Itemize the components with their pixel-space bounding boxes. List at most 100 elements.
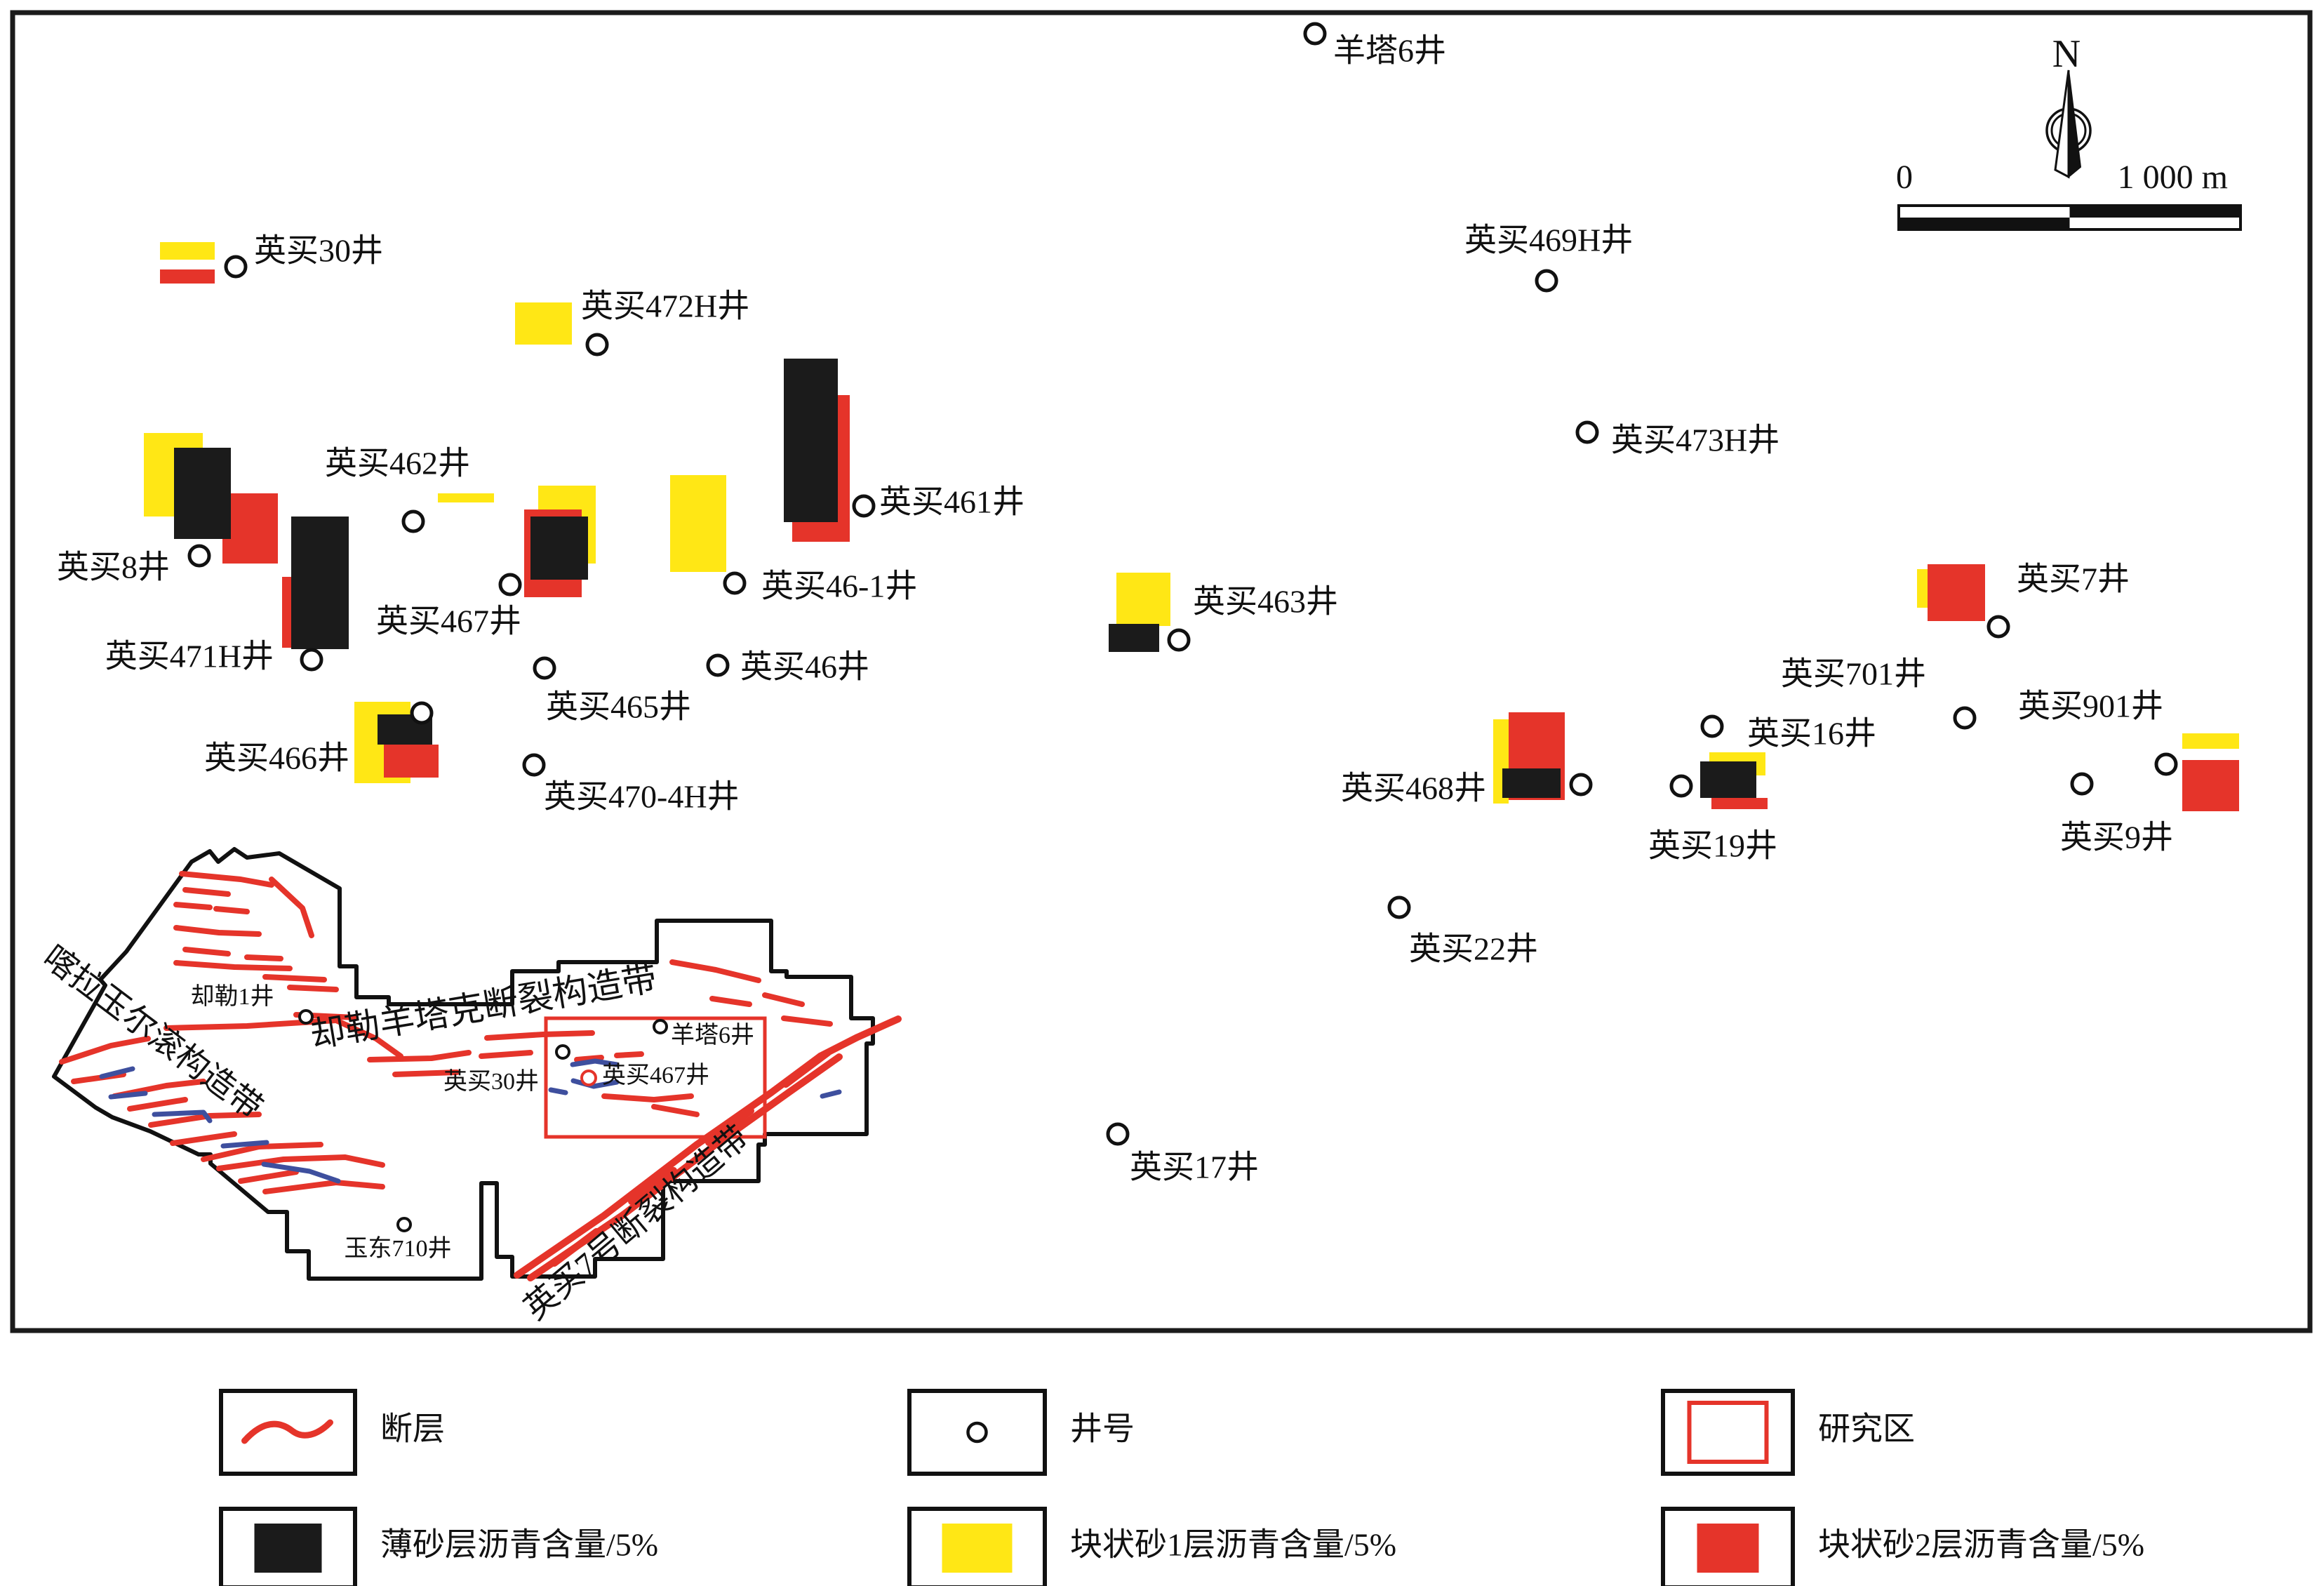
well-marker bbox=[653, 1019, 668, 1034]
fault-line bbox=[182, 947, 231, 957]
well-label: 英买471H井 bbox=[105, 639, 274, 674]
fault-symbol bbox=[241, 1419, 333, 1444]
well-marker bbox=[706, 653, 730, 677]
well: 英买16井 bbox=[1700, 714, 1876, 752]
well-label: 英买701井 bbox=[1781, 656, 1926, 692]
fault-line bbox=[762, 992, 805, 1007]
well: 英买9井 bbox=[2060, 772, 2173, 855]
well: 英买465井 bbox=[533, 656, 691, 725]
fault-line bbox=[182, 887, 231, 897]
well-label: 英买472H井 bbox=[581, 288, 749, 324]
scale-outline bbox=[1897, 204, 2242, 231]
legend-label: 井号 bbox=[1070, 1411, 1135, 1447]
bar-thin-sand bbox=[530, 517, 588, 580]
bar-massive-sand-2 bbox=[384, 745, 439, 778]
legend-label: 薄砂层沥青含量/5% bbox=[380, 1527, 658, 1563]
well: 英买463井 bbox=[1109, 573, 1338, 652]
bar-massive-sand-2 bbox=[1928, 564, 1985, 621]
secondary-fault-line bbox=[570, 1058, 620, 1067]
legend-item-thin-sand: 薄砂层沥青含量/5% bbox=[219, 1507, 658, 1586]
well-marker bbox=[401, 509, 425, 533]
legend-label: 断层 bbox=[380, 1411, 445, 1447]
well-label: 英买467井 bbox=[376, 604, 521, 639]
well-marker bbox=[580, 1069, 597, 1086]
bar-massive-sand-1 bbox=[2182, 733, 2239, 749]
secondary-fault-line bbox=[820, 1089, 842, 1099]
well-label: 英买46井 bbox=[740, 649, 869, 685]
inset-well-label: 却勒1井 bbox=[191, 983, 274, 1010]
legend-box bbox=[219, 1389, 357, 1476]
well-marker bbox=[1700, 714, 1724, 738]
well: 英买901井 bbox=[2018, 688, 2239, 811]
fault-line bbox=[709, 996, 752, 1007]
bar-thin-sand bbox=[291, 517, 349, 649]
bar-massive-sand-1 bbox=[438, 493, 494, 502]
well-label: 英买16井 bbox=[1747, 716, 1876, 752]
well-label: 英买462井 bbox=[325, 446, 470, 481]
bar-massive-sand-2 bbox=[1711, 798, 1768, 809]
fault-line bbox=[574, 1055, 604, 1062]
legend-item-well: 井号 bbox=[907, 1389, 1135, 1476]
legend-label: 研究区 bbox=[1818, 1411, 1915, 1447]
well-marker bbox=[1669, 774, 1693, 798]
scale-seg bbox=[2069, 218, 2240, 229]
well-marker bbox=[498, 573, 522, 597]
legend-item-massive-sand-1: 块状砂1层沥青含量/5% bbox=[907, 1507, 1396, 1586]
well: 英买461井 bbox=[784, 359, 1024, 542]
scale-seg bbox=[1899, 218, 2070, 229]
legend-item-massive-sand-2: 块状砂2层沥青含量/5% bbox=[1661, 1507, 2144, 1586]
fault-line bbox=[287, 985, 339, 992]
well: 英买17井 bbox=[1106, 1122, 1259, 1185]
thin-sand-symbol bbox=[254, 1524, 322, 1573]
fault-line bbox=[173, 960, 293, 971]
well-label: 英买468井 bbox=[1341, 771, 1486, 806]
fault-bundle-line bbox=[551, 1228, 600, 1267]
well-layer: 羊塔6井英买30井英买472H井英买462井英买8井英买471H井英买467井英… bbox=[57, 22, 2239, 1185]
well-marker bbox=[1953, 706, 1977, 730]
well-marker bbox=[585, 333, 609, 356]
well-marker bbox=[1167, 628, 1191, 652]
well: 英买701井 bbox=[1781, 656, 1977, 730]
fault-line bbox=[173, 902, 213, 910]
inset-well: 英买467井 bbox=[580, 1062, 709, 1088]
inset-well: 羊塔6井 bbox=[653, 1019, 754, 1048]
tectonic-zone-label: 英买7号断裂构造带 bbox=[518, 1119, 756, 1327]
fault-line bbox=[173, 925, 262, 937]
study-area-rect bbox=[544, 1016, 767, 1139]
massive-sand-1-symbol bbox=[942, 1524, 1013, 1573]
well-label: 英买7井 bbox=[2017, 561, 2130, 597]
well-marker bbox=[187, 544, 211, 568]
massive-sand-2-symbol bbox=[1697, 1524, 1759, 1573]
secondary-fault-line bbox=[220, 1140, 269, 1149]
bar-massive-sand-1 bbox=[515, 302, 572, 345]
north-arrow: N bbox=[2045, 32, 2092, 179]
well-marker bbox=[2070, 772, 2094, 796]
bar-thin-sand bbox=[1700, 761, 1756, 798]
well-marker bbox=[533, 656, 556, 680]
well-symbol bbox=[966, 1421, 988, 1444]
well-label: 英买465井 bbox=[546, 689, 691, 725]
scale-seg bbox=[2069, 206, 2240, 218]
well: 英买472H井 bbox=[515, 288, 749, 356]
fault-line bbox=[669, 959, 761, 983]
well-marker bbox=[852, 494, 876, 518]
fault-line bbox=[262, 1180, 385, 1194]
secondary-fault-line bbox=[548, 1087, 568, 1095]
bar-thin-sand bbox=[784, 359, 838, 522]
fault-line bbox=[59, 1036, 151, 1065]
well: 羊塔6井 bbox=[1303, 22, 1446, 69]
fault-line bbox=[127, 1097, 188, 1112]
fault-line bbox=[392, 1069, 460, 1077]
legend-label: 块状砂2层沥青含量/5% bbox=[1818, 1527, 2144, 1563]
bar-massive-sand-1 bbox=[1917, 569, 1929, 608]
fault-line bbox=[781, 1015, 833, 1027]
secondary-fault-line bbox=[570, 1078, 620, 1089]
bar-massive-sand-2 bbox=[222, 493, 278, 564]
well: 英买19井 bbox=[1648, 752, 1777, 864]
well-marker bbox=[1569, 773, 1593, 797]
well: 英买462井 bbox=[325, 446, 494, 533]
fault-line bbox=[601, 1093, 694, 1102]
fault-line bbox=[244, 954, 283, 961]
inset-well-label: 羊塔6井 bbox=[671, 1022, 754, 1048]
fault-bundle-line bbox=[817, 1015, 902, 1060]
